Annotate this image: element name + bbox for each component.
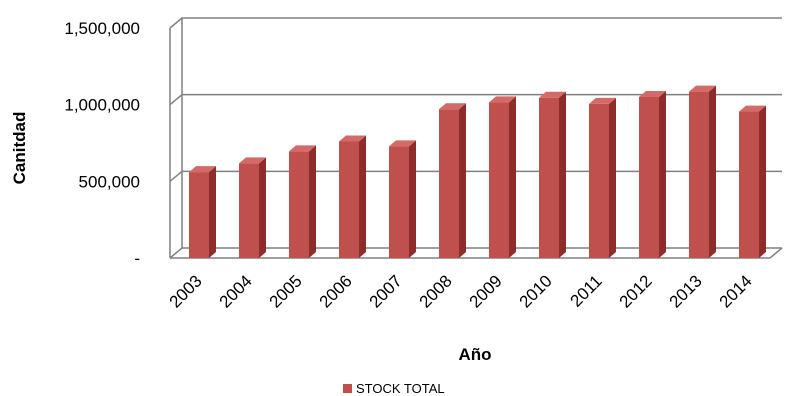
y-tick-label: 1,000,000 [64,96,140,115]
bar-top [689,85,716,92]
y-tick-label: - [134,249,140,268]
x-tick-label: 2008 [416,271,456,311]
bar-top [489,96,516,103]
bar [289,145,316,258]
bar [739,105,766,258]
bar-side [609,97,616,259]
legend-label: STOCK TOTAL [356,381,445,396]
x-tick-label: 2014 [716,271,756,311]
floor-right-edge [769,247,783,259]
x-tick-label: 2005 [266,271,306,311]
y-tick-label: 500,000 [79,172,140,191]
bar [639,91,666,258]
bar [189,166,216,258]
bar-side [509,96,516,258]
y-tick-label: 1,500,000 [64,19,140,38]
bar [539,91,566,259]
bar-front [689,91,709,258]
bar-top [189,166,216,173]
bar-front [439,109,459,259]
bar-top [439,103,466,110]
bar-side [709,85,716,258]
bar-side [459,103,466,259]
legend-swatch [343,384,352,393]
bar-top [739,105,766,112]
bar-front [239,163,259,258]
x-tick-label: 2011 [567,271,606,310]
bar-side [659,91,666,258]
bars-layer [189,85,766,259]
bar [339,135,366,258]
bar-side [359,135,366,258]
bar-top [589,97,616,104]
x-tick-label: 2009 [466,271,506,311]
x-tick-label: 2003 [166,271,206,311]
x-tick-label: 2010 [516,271,556,311]
bar-top [389,140,416,147]
gridline [169,17,782,29]
y-axis-title: Canitdad [10,112,29,185]
bar-front [589,103,609,259]
bar-side [209,166,216,258]
x-tick-labels: 2003 2004 2005 2006 2007 2008 2009 2010 2011 2012… [166,271,756,311]
bar-side [759,105,766,258]
bar-side [559,91,566,259]
x-axis-title: Año [458,345,491,364]
bar [589,97,616,259]
x-tick-label: 2004 [216,271,256,311]
x-tick-label: 2007 [366,271,406,311]
bar-top [339,135,366,142]
bar-side [259,157,266,258]
bar-front [639,97,659,258]
x-tick-label: 2006 [316,271,356,311]
bar-front [339,141,359,258]
y-tick-labels: - 500,000 1,000,000 1,500,000 [64,19,140,268]
bar-side [409,140,416,258]
grid-layer [169,17,783,259]
x-tick-label: 2012 [616,271,656,311]
bar-front [189,172,209,258]
bar-front [739,111,759,258]
bar [439,103,466,259]
bar [689,85,716,258]
bar-front [289,151,309,258]
bar-front [389,146,409,258]
bar [389,140,416,258]
x-tick-label: 2013 [666,271,706,311]
bar-front [489,102,509,258]
bar-top [639,91,666,97]
bar [489,96,516,258]
bar [239,157,266,258]
bar-top [539,91,566,98]
bar-side [309,145,316,258]
bar-top [289,145,316,152]
bar-top [239,157,266,164]
legend: STOCK TOTAL [343,381,445,396]
bar-front [539,97,559,259]
